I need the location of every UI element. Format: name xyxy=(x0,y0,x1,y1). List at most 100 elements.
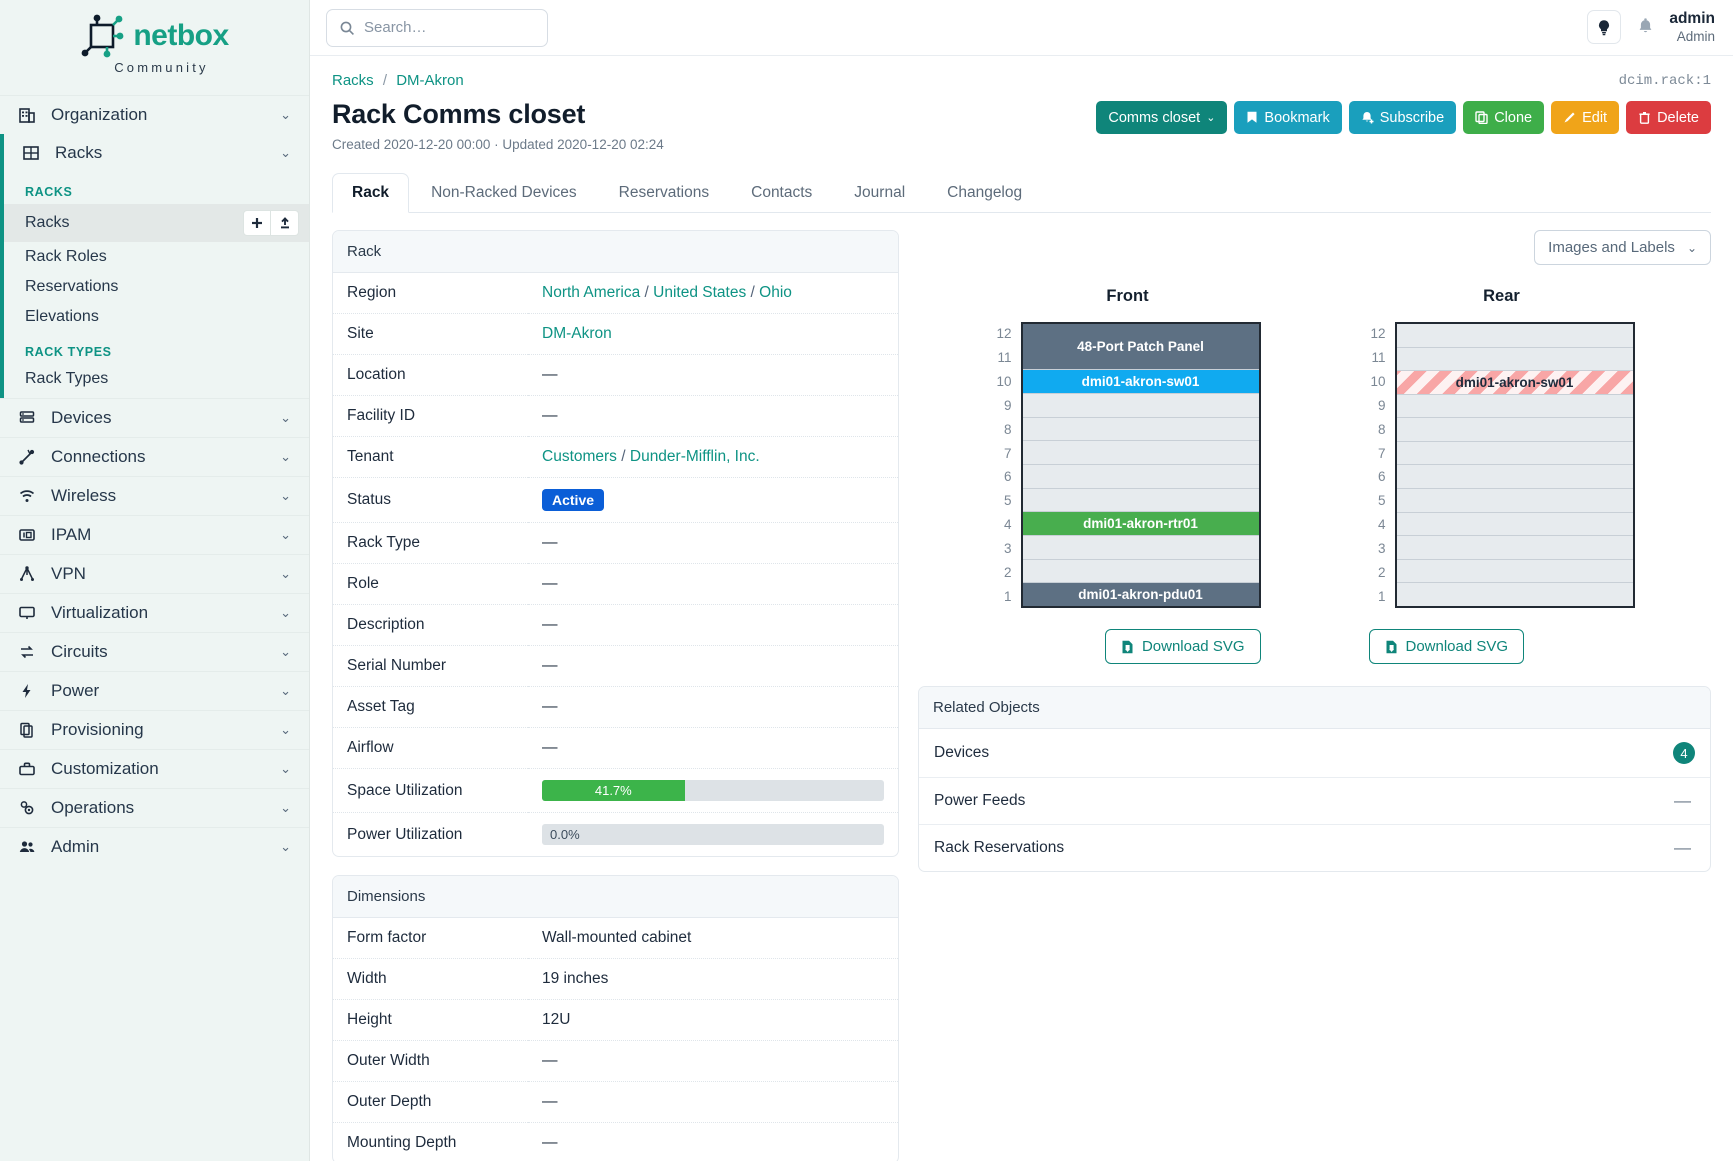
sidebar-group-wireless[interactable]: Wireless ⌄ xyxy=(0,476,309,515)
add-rack-button[interactable] xyxy=(243,210,271,236)
clone-label: Clone xyxy=(1494,109,1533,126)
row-label: Width xyxy=(347,970,387,987)
row-value: — xyxy=(542,407,558,424)
tab-journal[interactable]: Journal xyxy=(854,184,906,201)
dimensions-card-title: Dimensions xyxy=(333,876,898,918)
chevron-down-icon: ⌄ xyxy=(280,145,291,160)
rack-unit-device[interactable]: 48-Port Patch Panel xyxy=(1022,324,1259,371)
sidebar-group-organization[interactable]: Organization ⌄ xyxy=(0,95,309,134)
table-row: Tenant Customers / Dunder-Mifflin, Inc. xyxy=(333,437,898,478)
tab-reservations[interactable]: Reservations xyxy=(618,184,710,201)
rack-unit-empty[interactable] xyxy=(1396,583,1633,606)
related-object-rack-reservations[interactable]: Rack Reservations — xyxy=(919,825,1710,871)
rack-unit-empty[interactable] xyxy=(1022,394,1259,418)
rack-unit-empty[interactable] xyxy=(1396,394,1633,419)
sidebar-group-provisioning[interactable]: Provisioning ⌄ xyxy=(0,710,309,749)
breadcrumb-item-racks[interactable]: Racks xyxy=(332,72,374,89)
rack-unit-empty[interactable] xyxy=(1022,441,1259,466)
tenant-group-link[interactable]: Customers xyxy=(542,448,617,465)
rack-unit-device-rear[interactable]: dmi01-akron-sw01 xyxy=(1396,371,1633,395)
brand-logo-area[interactable]: netbox Community xyxy=(0,0,309,85)
theme-toggle-button[interactable] xyxy=(1587,10,1622,45)
rack-unit-empty[interactable] xyxy=(1022,536,1259,560)
sidebar-subheading-rack-types: RACK TYPES xyxy=(25,345,112,359)
download-rear-svg-button[interactable]: Download SVG xyxy=(1368,629,1525,664)
notifications-button[interactable] xyxy=(1632,18,1658,36)
rack-context-dropdown-button[interactable]: Comms closet ⌄ xyxy=(1096,101,1228,134)
sidebar-item-rack-roles[interactable]: Rack Roles xyxy=(4,242,309,272)
edit-button[interactable]: Edit xyxy=(1551,101,1620,134)
site-link[interactable]: DM-Akron xyxy=(542,325,612,342)
sidebar-group-power[interactable]: Power ⌄ xyxy=(0,671,309,710)
import-racks-button[interactable] xyxy=(271,210,299,236)
region-link-2[interactable]: United States xyxy=(653,284,747,301)
row-label: Mounting Depth xyxy=(347,1134,457,1151)
rear-rack-wrap: 12 11 10 9 8 7 6 5 4 3 2 xyxy=(1369,322,1635,608)
rack-unit-empty[interactable] xyxy=(1396,512,1633,537)
toolbox-icon xyxy=(17,759,37,779)
sidebar-group-devices[interactable]: Devices ⌄ xyxy=(0,398,309,437)
sidebar-item-elevations[interactable]: Elevations xyxy=(4,302,309,332)
rack-unit-empty[interactable] xyxy=(1396,559,1633,584)
sidebar-item-reservations[interactable]: Reservations xyxy=(4,272,309,302)
rack-unit-device[interactable]: dmi01-akron-rtr01 xyxy=(1022,512,1259,537)
delete-button[interactable]: Delete xyxy=(1626,101,1711,134)
sidebar-item-rack-types[interactable]: Rack Types xyxy=(4,364,309,398)
tab-contacts[interactable]: Contacts xyxy=(751,184,813,201)
subscribe-button[interactable]: Subscribe xyxy=(1348,101,1457,134)
rack-unit-empty[interactable] xyxy=(1022,417,1259,442)
tab-rack[interactable]: Rack xyxy=(332,173,410,213)
sidebar-group-operations[interactable]: Operations ⌄ xyxy=(0,788,309,827)
sidebar-group-connections[interactable]: Connections ⌄ xyxy=(0,437,309,476)
front-rack-body: 48-Port Patch Panel dmi01-akron-sw01 dmi… xyxy=(1020,322,1261,608)
lightbulb-icon xyxy=(1596,19,1612,36)
tenant-link[interactable]: Dunder-Mifflin, Inc. xyxy=(629,448,760,465)
rack-unit-empty[interactable] xyxy=(1396,347,1633,372)
users-icon xyxy=(17,837,37,857)
elevation-view-select[interactable]: Images and Labels ⌄ xyxy=(1534,230,1711,265)
related-object-power-feeds[interactable]: Power Feeds — xyxy=(919,778,1710,825)
rack-unit-empty[interactable] xyxy=(1396,418,1633,442)
region-link-3[interactable]: Ohio xyxy=(759,284,792,301)
rack-unit-empty[interactable] xyxy=(1396,465,1633,490)
region-link-1[interactable]: North America xyxy=(542,284,641,301)
bookmark-button[interactable]: Bookmark xyxy=(1234,101,1342,134)
related-object-devices[interactable]: Devices 4 xyxy=(919,729,1710,778)
sidebar-group-admin[interactable]: Admin ⌄ xyxy=(0,827,309,866)
unit-number: 11 xyxy=(997,350,1012,366)
user-menu[interactable]: admin Admin xyxy=(1669,10,1717,44)
sidebar-group-vpn[interactable]: VPN ⌄ xyxy=(0,554,309,593)
rack-unit-device[interactable]: dmi01-akron-pdu01 xyxy=(1022,583,1259,607)
sidebar-group-ipam[interactable]: IPAM ⌄ xyxy=(0,515,309,554)
rack-unit-empty[interactable] xyxy=(1022,488,1259,513)
rack-unit-empty[interactable] xyxy=(1022,465,1259,489)
rack-unit-device[interactable]: dmi01-akron-sw01 xyxy=(1022,370,1259,394)
tab-non-racked-devices[interactable]: Non-Racked Devices xyxy=(431,184,577,201)
download-front-svg-button[interactable]: Download SVG xyxy=(1104,629,1261,664)
rack-unit-empty[interactable] xyxy=(1022,559,1259,584)
rack-unit-empty[interactable] xyxy=(1396,536,1633,560)
sidebar-group-label: Admin xyxy=(51,837,100,856)
space-utilization-value: 41.7% xyxy=(594,783,632,798)
sidebar-group-virtualization[interactable]: Virtualization ⌄ xyxy=(0,593,309,632)
table-row: Location — xyxy=(333,355,898,396)
rack-unit-empty[interactable] xyxy=(1396,441,1633,466)
rack-unit-empty[interactable] xyxy=(1396,489,1633,513)
search-box[interactable] xyxy=(326,8,548,47)
rack-unit-empty[interactable] xyxy=(1396,324,1633,348)
clone-button[interactable]: Clone xyxy=(1463,101,1545,134)
sidebar-item-racks[interactable]: Racks xyxy=(4,204,309,242)
table-row: Site DM-Akron xyxy=(333,314,898,355)
tab-changelog[interactable]: Changelog xyxy=(947,184,1023,201)
link-separator: / xyxy=(644,284,649,301)
chevron-down-icon: ⌄ xyxy=(280,488,291,503)
sidebar-group-circuits[interactable]: Circuits ⌄ xyxy=(0,632,309,671)
sidebar-group-label: Racks xyxy=(55,143,103,162)
link-separator: / xyxy=(621,448,626,465)
sidebar-group-label: Wireless xyxy=(51,486,117,505)
sidebar-group-customization[interactable]: Customization ⌄ xyxy=(0,749,309,788)
table-row: Region North America / United States / O… xyxy=(333,273,898,314)
search-input[interactable] xyxy=(364,19,535,36)
sidebar-group-racks[interactable]: Racks ⌄ xyxy=(4,134,309,172)
breadcrumb-item-site[interactable]: DM-Akron xyxy=(396,72,464,89)
